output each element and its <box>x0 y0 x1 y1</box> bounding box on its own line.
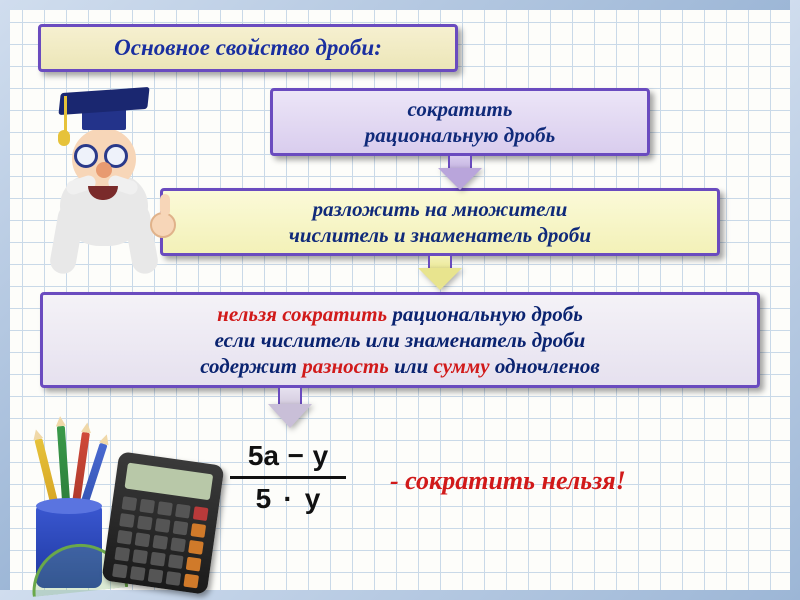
frame-left <box>0 0 10 600</box>
slide-content: Основное свойство дроби: сократить рацио… <box>10 10 790 590</box>
step3-l3b: разность <box>302 354 389 378</box>
calculator-screen <box>124 463 213 501</box>
arrow3-head-icon <box>268 404 312 428</box>
step3-l3c: или <box>389 354 434 378</box>
arrow2-head-icon <box>418 268 462 290</box>
num-a: 5a <box>248 440 279 471</box>
step3-line1: нельзя сократить рациональную дробь <box>217 301 583 327</box>
calculator-buttons <box>112 496 208 588</box>
example-fraction: 5a − y 5 · y <box>218 438 358 517</box>
num-op: − <box>287 440 305 472</box>
title-box: Основное свойство дроби: <box>38 24 458 72</box>
desk-items <box>26 398 226 588</box>
fraction-denominator: 5 · y <box>218 481 358 517</box>
den-a: 5 <box>256 483 272 514</box>
step3-l3e: одночленов <box>490 354 600 378</box>
frame-top <box>0 0 800 10</box>
professor-illustration <box>30 90 178 270</box>
step2-line1: разложить на множители <box>313 196 568 222</box>
num-b: y <box>313 440 329 471</box>
step3-l3a: содержит <box>200 354 302 378</box>
step3-l1b: рациональную дробь <box>387 302 583 326</box>
step3-line2: если числитель или знаменатель дроби <box>215 327 586 353</box>
professor-nose <box>96 162 112 178</box>
step2-box: разложить на множители числитель и знаме… <box>160 188 720 256</box>
step2-line2: числитель и знаменатель дроби <box>289 222 591 248</box>
graduation-cap-icon <box>60 90 148 132</box>
fraction-bar <box>230 476 346 479</box>
step1-box: сократить рациональную дробь <box>270 88 650 156</box>
step3-l1a: нельзя сократить <box>217 302 387 326</box>
final-note: - сократить нельзя! <box>390 466 626 496</box>
frame-right <box>790 0 800 600</box>
frame-bottom <box>0 590 800 600</box>
professor-finger <box>160 194 170 216</box>
step3-line3: содержит разность или сумму одночленов <box>200 353 600 379</box>
step3-box: нельзя сократить рациональную дробь если… <box>40 292 760 388</box>
step1-line1: сократить <box>408 96 513 122</box>
arrow1-head-icon <box>438 168 482 190</box>
step1-line2: рациональную дробь <box>365 122 555 148</box>
den-b: y <box>305 483 321 514</box>
title-text: Основное свойство дроби: <box>114 34 382 63</box>
calculator-icon <box>101 451 224 594</box>
den-op: · <box>279 483 297 515</box>
step3-l3d: сумму <box>434 354 490 378</box>
fraction-numerator: 5a − y <box>218 438 358 474</box>
